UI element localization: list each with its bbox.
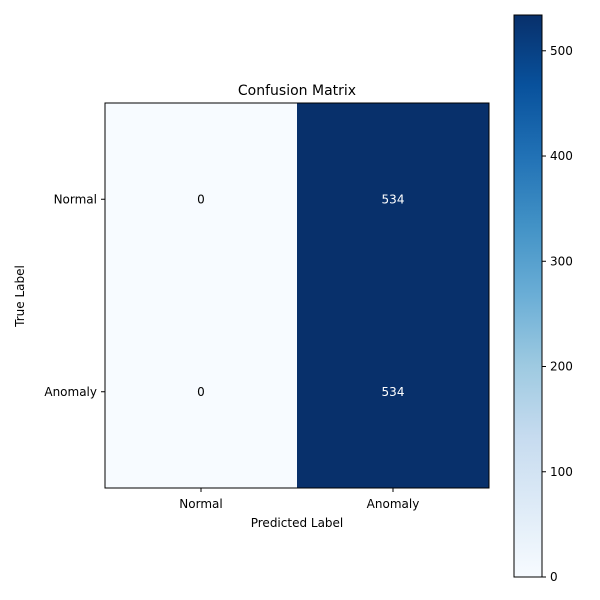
cell-value-label: 534 [382,385,405,399]
heatmap-cells [105,103,489,488]
y-tick-label: Anomaly [44,385,97,399]
y-axis-ticks: Normal Anomaly [44,192,105,399]
colorbar-ticks: 0 100 200 300 400 500 [542,44,573,584]
x-axis-label: Predicted Label [251,516,344,530]
plot-frame [104,102,490,489]
chart-title: Confusion Matrix [238,83,356,99]
heatmap-cell [297,103,489,296]
cell-value-label: 0 [197,385,205,399]
colorbar-tick-label: 100 [550,465,573,479]
heatmap-cell [105,103,297,296]
y-tick-label: Normal [54,192,97,206]
colorbar-tick-label: 500 [550,44,573,58]
cell-value-label: 534 [382,192,405,206]
x-axis-ticks: Normal Anomaly [179,488,419,511]
colorbar [513,14,543,578]
cell-value-label: 0 [197,192,205,206]
heatmap-cell [297,295,489,488]
heatmap-cell [105,295,297,488]
colorbar-tick-label: 200 [550,360,573,374]
colorbar-tick-label: 400 [550,149,573,163]
x-tick-label: Normal [179,497,222,511]
colorbar-tick-label: 300 [550,254,573,268]
y-axis-label: True Label [13,265,27,328]
heatmap-cell-labels: 0 534 0 534 [197,192,404,399]
x-tick-label: Anomaly [367,497,420,511]
colorbar-tick-label: 0 [550,570,558,584]
